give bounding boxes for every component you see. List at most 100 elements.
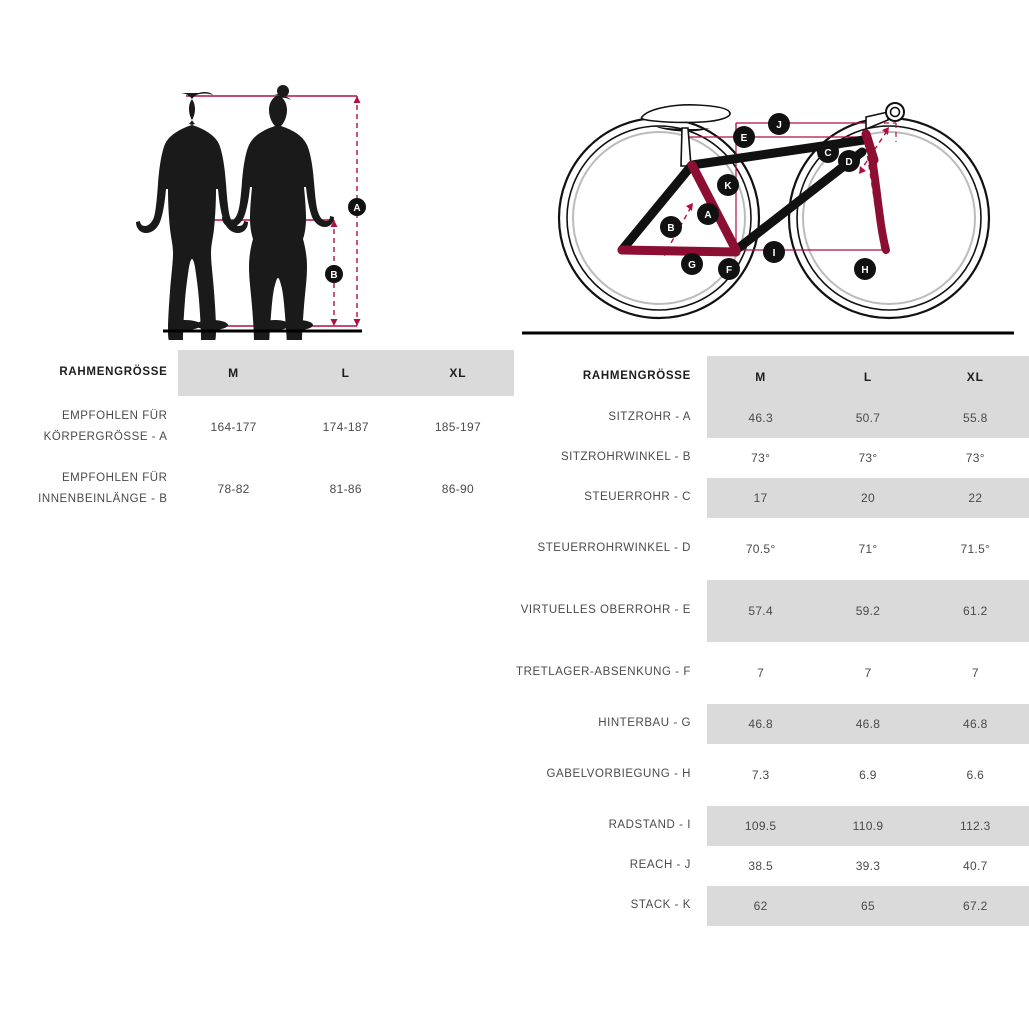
row-label: STEUERROHRWINKEL - D (537, 542, 691, 555)
rear-tyre-inner (566, 125, 752, 311)
row-value-xl: 22 (921, 478, 1029, 518)
header-label: RAHMENGRÖSSE (582, 370, 691, 383)
row-value-m: 17 (706, 478, 815, 518)
row-label: EMPFOHLEN FÜR INNENBEINLÄNGE - B (38, 471, 168, 505)
row-value-m: 109.5 (706, 806, 815, 846)
svg-text:F: F (726, 265, 732, 276)
row-value-xl: 40.7 (963, 859, 988, 873)
row-label: EMPFOHLEN FÜR KÖRPERGRÖSSE - A (43, 409, 168, 443)
header-label: RAHMENGRÖSSE (59, 366, 168, 379)
bicycle-geometry-figure: A B C D E (514, 0, 1029, 340)
row-value-xl: 185-197 (434, 420, 481, 434)
table-row: VIRTUELLES OBERROHR - E 57.4 59.2 61.2 (514, 580, 1029, 642)
row-label: SITZROHR - A (608, 411, 691, 424)
row-label: TRETLAGER-ABSENKUNG - F (516, 666, 691, 679)
rear-rim (572, 131, 746, 305)
table-row: STEUERROHR - C 17 20 22 (514, 478, 1029, 518)
front-rim (802, 131, 976, 305)
rear-tyre-outer (557, 116, 761, 320)
row-value-l: 39.3 (855, 859, 881, 873)
svg-text:A: A (704, 210, 711, 221)
row-value-xl: 61.2 (921, 580, 1029, 642)
geometry-badge-h: H (854, 258, 876, 280)
row-label: STACK - K (630, 899, 691, 912)
row-value-l: 110.9 (814, 806, 922, 846)
header-size-l: L (814, 356, 922, 398)
row-label: RADSTAND - I (608, 819, 691, 832)
table-row: TRETLAGER-ABSENKUNG - F 7 7 7 (514, 642, 1029, 704)
table-header-row: RAHMENGRÖSSE M L XL (514, 356, 1029, 398)
body-measurement-figure: A B (0, 0, 514, 340)
dimension-badge-b: B (325, 265, 343, 283)
front-tyre-inner (796, 125, 982, 311)
header-size-m: M (177, 350, 290, 396)
row-label: SITZROHRWINKEL - B (560, 451, 691, 464)
bicycle-geometry-diagram: A B C D E (522, 102, 1014, 335)
female-silhouette (222, 85, 334, 340)
svg-text:B: B (667, 223, 674, 234)
table-row: EMPFOHLEN FÜR INNENBEINLÄNGE - B 78-82 8… (0, 458, 514, 520)
row-value-m: 57.4 (706, 580, 815, 642)
body-measurement-diagram: A B (136, 85, 366, 340)
table-row: HINTERBAU - G 46.8 46.8 46.8 (514, 704, 1029, 744)
row-value-m: 73° (751, 451, 771, 465)
geometry-badge-f: F (718, 258, 740, 280)
saddle (640, 104, 731, 132)
header-size-l: L (289, 350, 402, 396)
head-angle-arrowheads (859, 127, 889, 174)
row-value-xl: 46.8 (921, 704, 1029, 744)
row-value-l: 73° (858, 451, 878, 465)
row-value-l: 65 (814, 886, 922, 926)
row-value-xl: 71.5° (960, 542, 991, 556)
geometry-badge-a: A (697, 203, 719, 225)
fork (868, 154, 890, 254)
row-value-l: 81-86 (329, 482, 362, 496)
svg-text:B: B (330, 270, 337, 281)
row-value-m: 62 (706, 886, 815, 926)
row-value-xl: 7 (971, 666, 979, 680)
row-value-m: 46.8 (706, 704, 815, 744)
svg-text:I: I (773, 248, 776, 259)
geometry-badge-c: C (817, 141, 839, 163)
geometry-badge-i: I (763, 241, 785, 263)
table-row: SITZROHR - A 46.3 50.7 55.8 (514, 398, 1029, 438)
dimension-arrowheads (330, 96, 361, 326)
male-silhouette (136, 92, 248, 340)
svg-text:C: C (824, 148, 831, 159)
rider-size-table: RAHMENGRÖSSE M L XL EMPFOHLEN FÜR KÖRPER… (0, 350, 514, 520)
row-value-m: 7.3 (751, 768, 770, 782)
svg-text:H: H (861, 265, 868, 276)
svg-text:A: A (353, 203, 360, 214)
table-row: STEUERROHRWINKEL - D 70.5° 71° 71.5° (514, 518, 1029, 580)
row-label: VIRTUELLES OBERROHR - E (520, 604, 691, 617)
row-value-m: 78-82 (217, 482, 250, 496)
svg-text:K: K (724, 181, 732, 192)
row-value-l: 59.2 (814, 580, 922, 642)
rider-size-panel: A B RAHMENGRÖSSE M L XL (0, 0, 514, 520)
row-value-xl: 67.2 (921, 886, 1029, 926)
row-value-xl: 73° (965, 451, 985, 465)
svg-text:E: E (741, 133, 748, 144)
table-row: RADSTAND - I 109.5 110.9 112.3 (514, 806, 1029, 846)
row-label: HINTERBAU - G (598, 717, 691, 730)
row-value-l: 50.7 (814, 398, 922, 438)
row-value-l: 46.8 (814, 704, 922, 744)
dimension-badge-a: A (348, 198, 366, 216)
geometry-badge-b: B (660, 216, 682, 238)
row-value-xl: 6.6 (966, 768, 985, 782)
seat-stay (617, 160, 697, 255)
handlebar-stem (865, 102, 905, 131)
table-header-row: RAHMENGRÖSSE M L XL (0, 350, 514, 396)
head-angle-indicator (860, 130, 888, 171)
row-value-m: 70.5° (745, 542, 776, 556)
table-row: REACH - J 38.5 39.3 40.7 (514, 846, 1029, 886)
table-row: STACK - K 62 65 67.2 (514, 886, 1029, 926)
chainstay (617, 245, 741, 257)
row-value-m: 7 (757, 666, 765, 680)
geometry-badge-e: E (733, 126, 755, 148)
row-value-m: 46.3 (706, 398, 815, 438)
table-row: EMPFOHLEN FÜR KÖRPERGRÖSSE - A 164-177 1… (0, 396, 514, 458)
row-value-l: 71° (858, 542, 878, 556)
geometry-badge-k: K (717, 174, 739, 196)
